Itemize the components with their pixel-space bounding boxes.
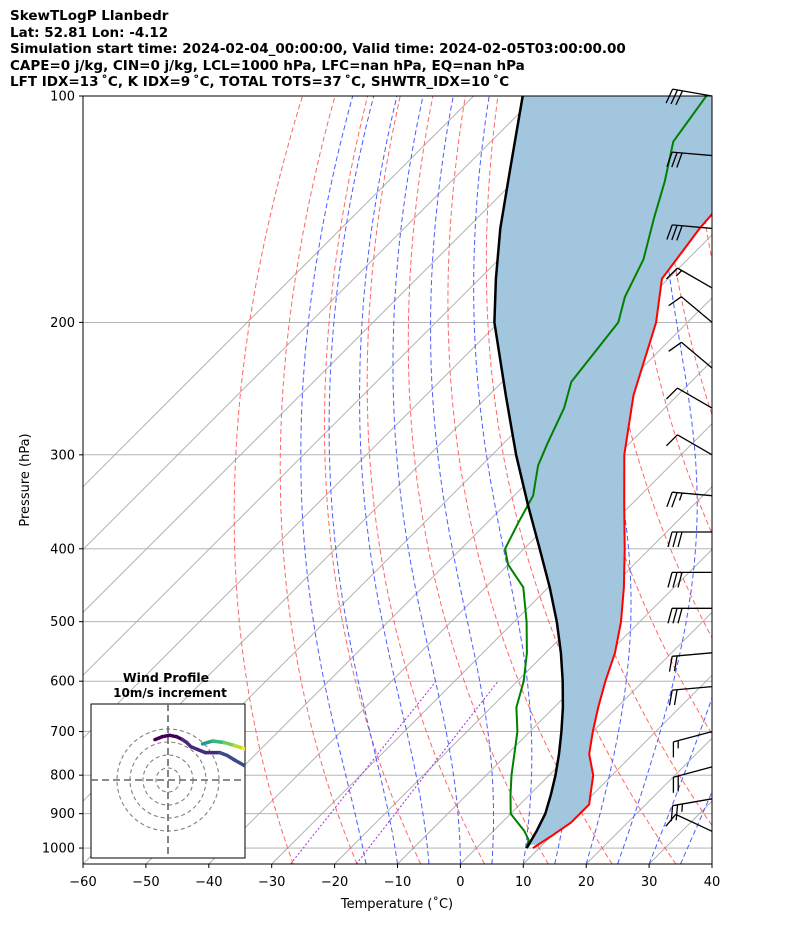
isotherm-line bbox=[397, 548, 712, 864]
y-tick-label: 300 bbox=[50, 448, 75, 463]
hodograph-inset: Wind Profile 10m/s increment bbox=[90, 670, 246, 859]
moist-adiabat bbox=[711, 862, 712, 864]
wind-barb bbox=[672, 766, 713, 793]
wind-barb bbox=[668, 685, 713, 706]
x-tick-label: 20 bbox=[578, 875, 595, 890]
isotherm-line bbox=[83, 96, 474, 488]
isotherm-line bbox=[271, 423, 712, 864]
wind-barbs bbox=[665, 88, 713, 832]
x-tick-label: −30 bbox=[258, 875, 285, 890]
dry-adiabat bbox=[522, 96, 712, 827]
y-tick-label: 900 bbox=[50, 807, 75, 822]
hodograph-subtitle: 10m/s increment bbox=[113, 686, 227, 700]
cape-fill bbox=[494, 96, 712, 845]
x-tick-label: 40 bbox=[704, 875, 721, 890]
mixing-ratio-line bbox=[290, 680, 437, 864]
hodograph-segment bbox=[232, 758, 245, 768]
x-tick-label: 0 bbox=[456, 875, 464, 890]
hodograph-title: Wind Profile bbox=[123, 670, 209, 685]
y-axis-ticks: 1000 900 800 700 600 500 400 300 200 100 bbox=[42, 90, 83, 857]
x-tick-label: −10 bbox=[384, 875, 411, 890]
location-line: Lat: 52.81 Lon: -4.12 bbox=[10, 24, 169, 41]
dry-adiabat bbox=[233, 96, 303, 864]
wind-barb bbox=[666, 224, 713, 241]
x-tick-label: −40 bbox=[195, 875, 222, 890]
hodograph-plot bbox=[91, 704, 245, 858]
dry-adiabat bbox=[726, 96, 794, 864]
y-axis-label: Pressure (hPa) bbox=[18, 433, 33, 526]
chart-title: SkewTLogP Llanbedr bbox=[10, 8, 169, 24]
y-tick-label: 1000 bbox=[42, 842, 75, 857]
wind-barb bbox=[668, 341, 713, 369]
wind-barb bbox=[666, 151, 713, 168]
y-tick-label: 400 bbox=[50, 542, 75, 557]
dry-adiabat bbox=[407, 96, 549, 864]
wind-barb bbox=[665, 813, 713, 832]
isotherm-line bbox=[711, 863, 712, 864]
wind-barb bbox=[665, 267, 713, 289]
isotherm-line bbox=[334, 485, 712, 864]
profile-lines bbox=[493, 96, 712, 849]
moist-adiabat bbox=[744, 96, 794, 864]
moist-adiabat bbox=[358, 96, 430, 864]
dry-adiabat bbox=[366, 96, 485, 864]
x-tick-label: 30 bbox=[641, 875, 658, 890]
y-tick-label: 700 bbox=[50, 725, 75, 740]
dewpoint-line bbox=[504, 96, 708, 849]
moist-adiabat bbox=[300, 96, 367, 864]
y-tick-label: 600 bbox=[50, 675, 75, 690]
y-tick-label: 200 bbox=[50, 316, 75, 331]
wind-barb bbox=[665, 387, 713, 409]
moist-adiabat bbox=[648, 696, 712, 864]
wind-barb bbox=[665, 434, 713, 456]
wind-barb bbox=[672, 730, 713, 758]
x-tick-label: 10 bbox=[515, 875, 532, 890]
x-tick-label: −60 bbox=[69, 875, 96, 890]
wind-barb bbox=[667, 531, 713, 548]
x-tick-label: −50 bbox=[132, 875, 159, 890]
dry-adiabat bbox=[279, 96, 358, 864]
wind-barb bbox=[668, 296, 713, 323]
dry-adiabat bbox=[447, 96, 613, 864]
x-axis-ticks: −60 −50 −40 −30 −20 −10 0 10 20 30 40 bbox=[69, 864, 720, 890]
wind-barb bbox=[667, 607, 713, 624]
dry-adiabat bbox=[692, 96, 712, 263]
dry-adiabat bbox=[323, 96, 422, 864]
hodograph-segment bbox=[241, 746, 245, 751]
moist-adiabat bbox=[680, 790, 712, 864]
time-line: Simulation start time: 2024-02-04_00:00:… bbox=[10, 41, 626, 57]
chart-header: SkewTLogP Llanbedr Lat: 52.81 Lon: -4.12… bbox=[10, 8, 626, 91]
hodograph-segment bbox=[210, 739, 226, 745]
isotherm-line bbox=[83, 96, 537, 551]
y-tick-label: 500 bbox=[50, 615, 75, 630]
wind-barb bbox=[668, 652, 713, 672]
x-tick-label: −20 bbox=[321, 875, 348, 890]
isotherm-line bbox=[522, 674, 712, 864]
x-axis-label: Temperature (˚C) bbox=[340, 896, 453, 912]
wind-barb bbox=[666, 491, 713, 508]
wind-barb bbox=[670, 798, 713, 822]
dry-adiabat bbox=[759, 96, 794, 864]
y-tick-label: 100 bbox=[50, 90, 75, 105]
cape-line: CAPE=0 j/kg, CIN=0 j/kg, LCL=1000 hPa, L… bbox=[10, 57, 525, 74]
parcel-line bbox=[493, 96, 565, 849]
moist-adiabat bbox=[328, 96, 398, 864]
moist-adiabat bbox=[617, 96, 698, 864]
wind-barb bbox=[667, 571, 713, 588]
y-tick-label: 800 bbox=[50, 769, 75, 784]
cin-area bbox=[494, 96, 712, 845]
indices-line: LFT IDX=13 ˚C, K IDX=9 ˚C, TOTAL TOTS=37… bbox=[10, 74, 510, 90]
hodograph-segment bbox=[242, 763, 245, 768]
temperature-line bbox=[532, 212, 712, 849]
isotherm-line bbox=[83, 96, 600, 614]
